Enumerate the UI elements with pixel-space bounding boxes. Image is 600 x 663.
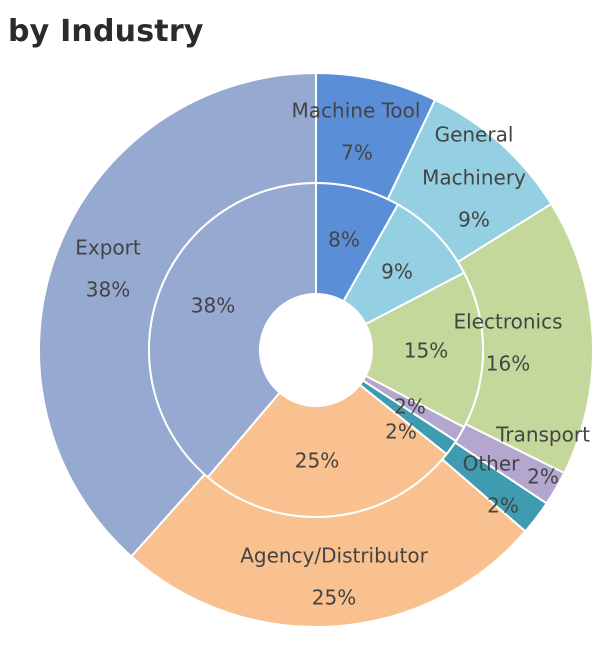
inner-value-machine-tool: 8% <box>328 228 360 252</box>
outer-label-electronics: Electronics <box>453 310 562 334</box>
outer-label-other: Other <box>463 452 521 476</box>
chart-title: by Industry <box>8 14 204 49</box>
outer-label-agency-distributor: Agency/Distributor <box>240 544 428 568</box>
outer-label-machine-tool: Machine Tool <box>292 99 421 123</box>
inner-slice-export <box>148 182 317 479</box>
outer-label-general-machinery-line2: Machinery <box>422 166 526 190</box>
outer-label-transport: Transport <box>495 423 590 447</box>
outer-value-transport: 2% <box>527 465 559 489</box>
inner-value-agency-distributor: 25% <box>295 449 339 473</box>
inner-slice-agency-distributor <box>206 383 448 518</box>
outer-value-export: 38% <box>86 278 130 302</box>
outer-value-agency-distributor: 25% <box>312 586 356 610</box>
outer-value-machine-tool: 7% <box>341 141 373 165</box>
inner-value-general-machinery: 9% <box>381 260 413 284</box>
outer-label-general-machinery-line1: General <box>435 123 514 147</box>
inner-slice-electronics <box>364 271 484 429</box>
inner-value-transport: 2% <box>394 395 426 419</box>
outer-ring <box>38 72 594 628</box>
slice-labels: Machine Tool 7% General Machinery 9% Electron… <box>75 99 590 610</box>
outer-label-export: Export <box>75 236 141 260</box>
inner-value-other: 2% <box>385 420 417 444</box>
inner-value-export: 38% <box>191 294 235 318</box>
outer-value-electronics: 16% <box>486 352 530 376</box>
inner-value-electronics: 15% <box>404 339 448 363</box>
inner-ring <box>148 182 484 518</box>
outer-value-general-machinery: 9% <box>458 208 490 232</box>
outer-value-other: 2% <box>487 494 519 518</box>
